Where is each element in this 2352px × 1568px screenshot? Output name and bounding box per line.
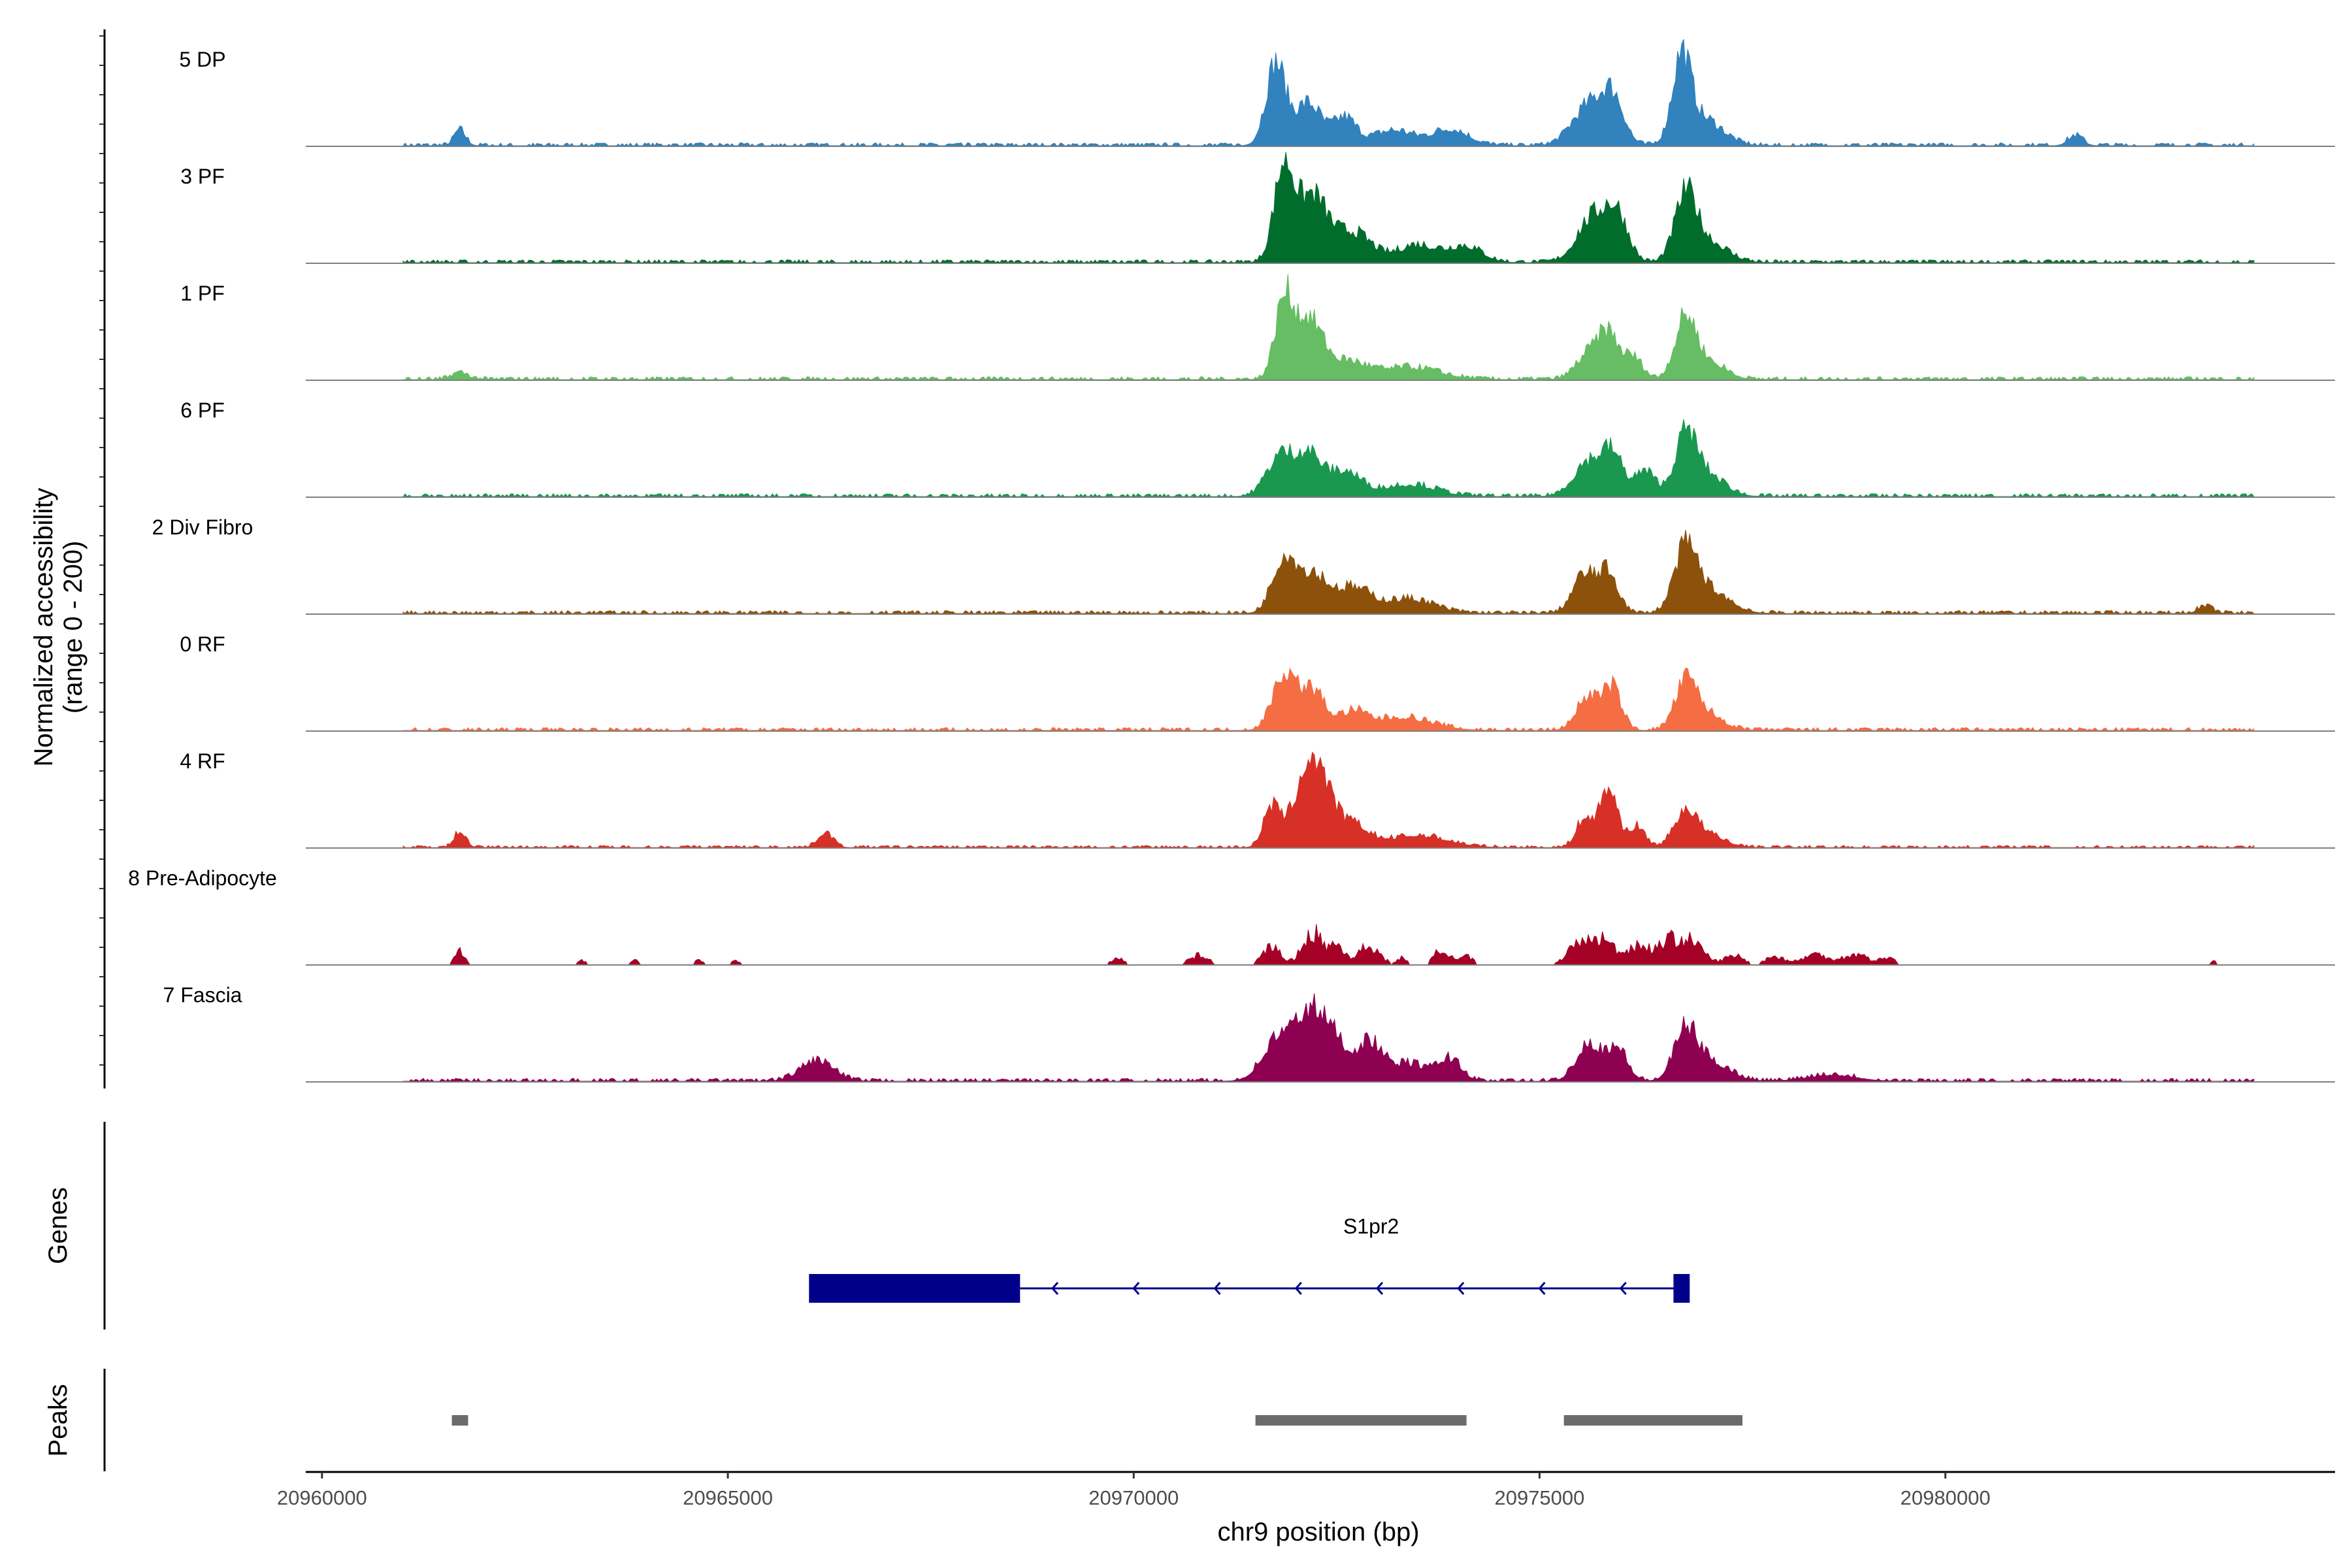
peak-region [1255,1415,1467,1426]
strand-arrow [1213,1282,1221,1295]
track-4-rf: 4 RF [180,749,2335,849]
coverage-area-6-pf [402,419,2255,498]
x-tick-label: 20975000 [1494,1486,1584,1509]
track-label-2-div-fibro: 2 Div Fibro [152,515,253,539]
gene-models: S1pr2 [809,1215,1690,1303]
x-tick-label: 20965000 [683,1486,773,1509]
peak-region [1563,1415,1743,1426]
track-1-pf: 1 PF [180,274,2335,381]
track-8-pre-adipocyte: 8 Pre-Adipocyte [128,866,2335,966]
genes-panel-title: Genes [44,1187,73,1264]
genes-panel: Genes [44,1122,106,1330]
strand-arrow [1375,1282,1384,1295]
coverage-area-3-pf [402,152,2255,264]
track-3-pf: 3 PF [180,152,2335,264]
gene-label-s1pr2: S1pr2 [1343,1215,1399,1238]
x-axis: 20960000 20965000 20970000 20975000 20980000 [277,1471,2335,1509]
y-axis-title-line2: (range 0 - 200) [59,541,88,714]
peak-region [451,1415,468,1426]
track-label-1-pf: 1 PF [180,282,225,305]
strand-arrow [1457,1282,1465,1295]
peaks-panel-title: Peaks [44,1384,73,1456]
strand-arrow [1294,1282,1302,1295]
x-tick-label: 20980000 [1901,1486,1991,1509]
track-label-6-pf: 6 PF [180,399,225,422]
x-tick-label: 20960000 [277,1486,367,1509]
coverage-area-2-div-fibro [402,530,2255,615]
track-label-3-pf: 3 PF [180,165,225,188]
track-0-rf: 0 RF [180,632,2335,732]
coverage-area-7-fascia [402,993,2255,1083]
strand-arrow [1538,1282,1546,1295]
track-7-fascia: 7 Fascia [163,983,2335,1083]
strand-arrow [1051,1282,1059,1295]
peaks-panel: Peaks [44,1369,106,1471]
gene-exon [809,1274,1021,1303]
track-label-8-pre-adipocyte: 8 Pre-Adipocyte [128,866,277,890]
coverage-tracks: 5 DP 3 PF 1 PF 6 PF 2 Div Fibro 0 RF 4 RF 8 Pre… [128,39,2335,1083]
coverage-area-0-rf [402,667,2255,732]
strand-arrow [1132,1282,1140,1295]
strand-arrow [1619,1282,1627,1295]
track-2-div-fibro: 2 Div Fibro [152,515,2335,615]
track-label-5-dp: 5 DP [179,48,225,71]
coverage-area-5-dp [402,39,2255,147]
gene-exon [1673,1274,1690,1303]
y-axis-title-line1: Normalized accessibility [29,488,58,767]
track-label-4-rf: 4 RF [180,749,225,773]
peak-regions [451,1415,1743,1426]
x-tick-label: 20970000 [1088,1486,1179,1509]
track-label-0-rf: 0 RF [180,632,225,656]
coverage-area-1-pf [402,274,2255,381]
track-6-pf: 6 PF [180,399,2335,498]
track-5-dp: 5 DP [179,39,2335,147]
coverage-area-8-pre-adipocyte [403,924,2254,966]
coverage-area-4-rf [402,751,2255,849]
track-label-7-fascia: 7 Fascia [163,983,242,1007]
y-axis [99,29,106,1088]
x-axis-title: chr9 position (bp) [1217,1518,1419,1546]
